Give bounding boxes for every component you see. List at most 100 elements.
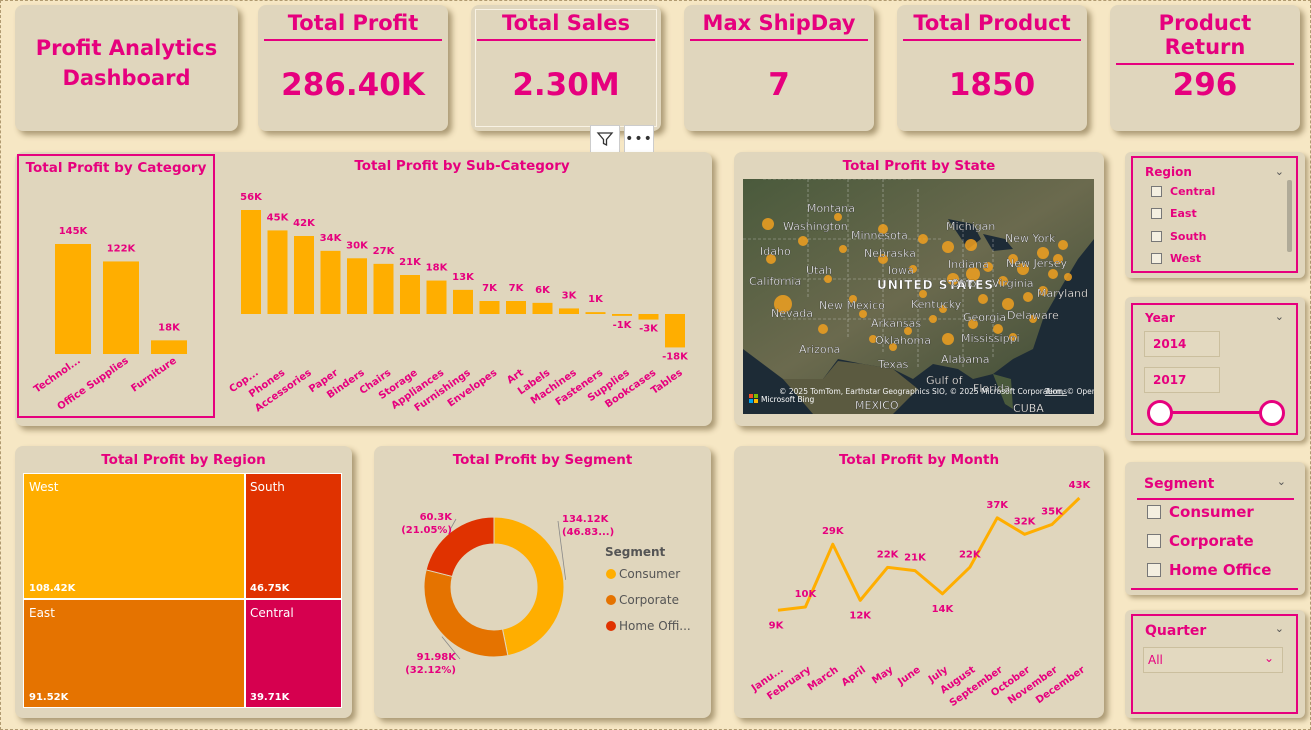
profit-bubble[interactable] (1009, 333, 1017, 341)
segment-donut-chart[interactable]: 134.12K (46.83...) 91.98K (32.12%) 60.3K (21.… (374, 473, 711, 713)
category-bar[interactable] (103, 261, 139, 354)
more-options-icon[interactable]: ••• (624, 125, 654, 153)
year-to-input[interactable]: 2017 (1144, 367, 1220, 393)
checkbox[interactable] (1147, 563, 1161, 577)
treemap-tile-west[interactable]: West 108.42K (23, 473, 245, 599)
subcategory-bar[interactable] (638, 314, 659, 320)
checkbox[interactable] (1151, 186, 1162, 197)
profit-bubble[interactable] (998, 276, 1008, 286)
subcategory-bar[interactable] (426, 280, 447, 314)
profit-bubble[interactable] (1017, 263, 1029, 275)
kpi-product-return[interactable]: Product Return 296 (1110, 5, 1300, 131)
checkbox[interactable] (1151, 231, 1162, 242)
region-option-east[interactable]: East (1151, 207, 1197, 220)
profit-bubble[interactable] (942, 333, 954, 345)
profit-bubble[interactable] (878, 224, 888, 234)
profit-bubble[interactable] (824, 275, 832, 283)
chevron-down-icon[interactable]: ⌄ (1263, 651, 1274, 665)
profit-bubble[interactable] (1023, 292, 1033, 302)
subcategory-bar[interactable] (585, 312, 606, 314)
map-terms-link[interactable]: Terms (1044, 387, 1067, 396)
subcategory-bar[interactable] (320, 250, 341, 314)
month-line-chart[interactable]: 9KJanu...10KFebruary29KMarch12KApril22KM… (734, 473, 1104, 718)
profit-bubble[interactable] (947, 273, 959, 285)
profit-bubble[interactable] (798, 236, 808, 246)
kpi-total-product[interactable]: Total Product 1850 (897, 5, 1087, 131)
segment-option-consumer[interactable]: Consumer (1147, 503, 1254, 521)
profit-bubble[interactable] (1053, 254, 1063, 264)
year-range-handle-start[interactable] (1147, 400, 1173, 426)
profit-bubble[interactable] (965, 239, 977, 251)
profit-bubble[interactable] (849, 295, 857, 303)
kpi-max-shipday[interactable]: Max ShipDay 7 (684, 5, 874, 131)
subcategory-bar[interactable] (400, 275, 420, 314)
quarter-slicer[interactable]: Quarter ⌄ All ⌄ (1131, 614, 1298, 714)
legend-item[interactable]: Corporate (619, 593, 679, 607)
profit-bubble[interactable] (766, 254, 776, 264)
profit-bubble[interactable] (904, 327, 912, 335)
legend-item[interactable]: Home Offi... (619, 619, 691, 633)
profit-bubble[interactable] (774, 295, 792, 313)
chevron-down-icon[interactable]: ⌄ (1274, 310, 1284, 323)
treemap-tile-south[interactable]: South 46.75K (245, 473, 342, 599)
profit-bubble[interactable] (918, 234, 928, 244)
treemap-tile-central[interactable]: Central 39.71K (245, 599, 342, 708)
region-option-south[interactable]: South (1151, 230, 1206, 243)
subcategory-bar[interactable] (612, 314, 632, 316)
profit-bubble[interactable] (1037, 247, 1049, 259)
legend-item[interactable]: Consumer (619, 567, 680, 581)
profit-bubble[interactable] (859, 310, 867, 318)
subcategory-bar[interactable] (267, 230, 288, 314)
kpi-total-sales[interactable]: Total Sales 2.30M (471, 5, 661, 131)
profit-bubble[interactable] (1048, 269, 1058, 279)
profit-bubble[interactable] (1064, 273, 1072, 281)
subcategory-bar[interactable] (479, 301, 500, 314)
subcategory-chart[interactable]: Total Profit by Sub-Category 56K Cop... 45… (217, 154, 707, 418)
chevron-down-icon[interactable]: ⌄ (1276, 475, 1286, 488)
checkbox[interactable] (1147, 505, 1161, 519)
year-range-handle-end[interactable] (1259, 400, 1285, 426)
profit-bubble[interactable] (942, 241, 954, 253)
profit-bubble[interactable] (889, 343, 897, 351)
donut-slice[interactable] (493, 516, 565, 657)
profit-line[interactable] (777, 496, 1081, 612)
profit-bubble[interactable] (1008, 254, 1018, 264)
checkbox[interactable] (1151, 208, 1162, 219)
map-card[interactable]: Total Profit by State Monta (734, 152, 1104, 426)
profit-bubble[interactable] (993, 324, 1003, 334)
year-from-input[interactable]: 2014 (1144, 331, 1220, 357)
subcategory-bar[interactable] (241, 210, 261, 314)
profit-bubble[interactable] (878, 254, 888, 264)
subcategory-bar[interactable] (506, 301, 526, 314)
region-slicer[interactable]: Region ⌄ Central East South West (1131, 156, 1298, 273)
profit-bubble[interactable] (1058, 240, 1068, 250)
profit-bubble[interactable] (966, 267, 980, 281)
year-range-track[interactable] (1159, 411, 1273, 414)
year-slicer[interactable]: Year ⌄ 2014 2017 (1131, 303, 1298, 435)
scrollbar[interactable] (1287, 180, 1292, 252)
category-bar[interactable] (55, 244, 91, 354)
chevron-down-icon[interactable]: ⌄ (1274, 622, 1284, 635)
subcategory-bar[interactable] (532, 302, 553, 314)
treemap-tile-east[interactable]: East 91.52K (23, 599, 245, 708)
subcategory-bar[interactable] (453, 289, 473, 314)
category-chart[interactable]: Total Profit by Category 145K Technol... 1… (17, 154, 215, 418)
profit-bubble[interactable] (978, 294, 988, 304)
region-option-central[interactable]: Central (1151, 185, 1215, 198)
profit-bubble[interactable] (839, 245, 847, 253)
profit-bubble[interactable] (834, 213, 842, 221)
category-bar[interactable] (151, 340, 187, 354)
profit-bubble[interactable] (919, 290, 927, 298)
profit-bubble[interactable] (1029, 315, 1037, 323)
profit-bubble[interactable] (909, 265, 917, 273)
profit-bubble[interactable] (968, 319, 978, 329)
region-option-west[interactable]: West (1151, 252, 1201, 265)
chevron-down-icon[interactable]: ⌄ (1274, 165, 1284, 178)
checkbox[interactable] (1151, 253, 1162, 264)
quarter-dropdown[interactable]: All ⌄ (1143, 647, 1283, 673)
profit-bubble[interactable] (1038, 286, 1048, 296)
profit-bubble[interactable] (939, 305, 947, 313)
checkbox[interactable] (1147, 534, 1161, 548)
subcategory-bar[interactable] (373, 263, 394, 314)
